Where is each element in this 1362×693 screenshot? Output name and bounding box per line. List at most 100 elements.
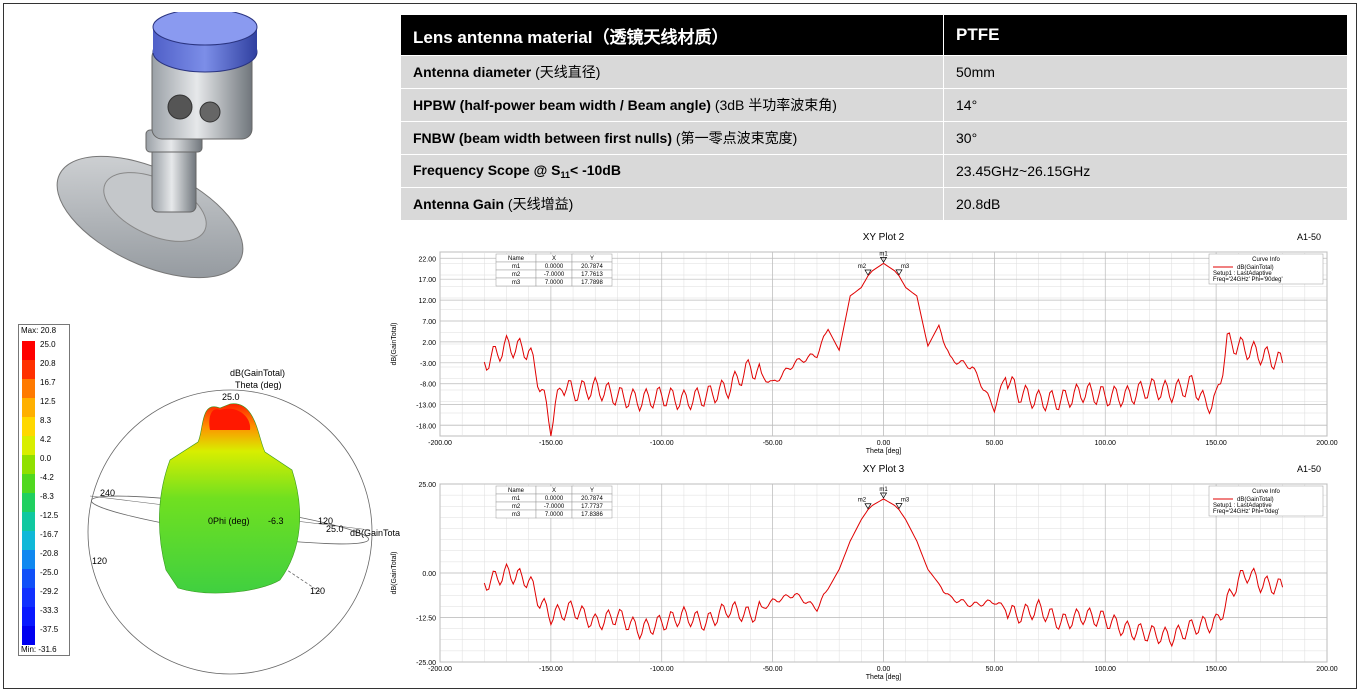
spec-row-label: Antenna Gain	[413, 196, 505, 212]
marker-triangle	[864, 503, 872, 510]
colorbar-swatch	[22, 436, 35, 455]
marker-triangle	[879, 492, 888, 499]
xy-plot-2: XY Plot 2 A1-50 -200.00 -150.00 -100.00 -50.0…	[382, 230, 1346, 464]
x-tick-label: -200.00	[428, 666, 452, 673]
colorbar-tick-label: -12.5	[40, 511, 59, 520]
polar-right-value: 25.0	[326, 524, 344, 534]
table-value: 7.0000	[545, 280, 564, 286]
colorbar-tick-label: -33.3	[40, 606, 59, 615]
table-value: m1	[512, 264, 521, 270]
xy-plot-3: XY Plot 3 A1-50 -200.00 -150.00 -100.00 -50.0…	[382, 462, 1346, 690]
spec-row-label: Frequency Scope @ S11< -10dB	[413, 162, 621, 180]
x-tick-label: -150.00	[539, 666, 563, 673]
y-tick-label: -12.50	[416, 616, 436, 623]
table-value: 17.7898	[581, 280, 603, 286]
x-tick-label: 50.00	[986, 666, 1004, 673]
table-value: 20.7874	[581, 496, 603, 502]
spec-row: HPBW (half-power beam width / Beam angle…	[400, 88, 1348, 122]
table-value: m3	[512, 512, 521, 518]
colorbar-swatch	[22, 379, 35, 398]
x-tick-label: 150.00	[1205, 666, 1227, 673]
y-tick-label: 25.00	[418, 482, 436, 489]
polar-angle-label: 120	[318, 516, 333, 526]
spec-row-value: 23.45GHz~26.15GHz	[943, 154, 1348, 188]
spec-row: Antenna Gain (天线增益) 20.8dB	[400, 187, 1348, 221]
colorbar-swatch	[22, 531, 35, 550]
spec-row-value: 30°	[943, 121, 1348, 155]
y-tick-label: 12.00	[418, 298, 436, 305]
x-tick-label: 0.00	[877, 440, 891, 447]
header-label: Lens antenna material（透镜天线材质）	[400, 14, 944, 56]
colorbar-swatch	[22, 588, 35, 607]
colorbar-tick-label: 0.0	[40, 454, 52, 463]
table-value: m3	[512, 280, 521, 286]
spec-row-label-cn: (3dB 半功率波束角)	[714, 97, 837, 113]
y-tick-label: -18.00	[416, 424, 436, 431]
marker-label: m3	[901, 497, 910, 503]
colorbar-tick-label: 16.7	[40, 378, 56, 387]
table-header: Name	[508, 488, 525, 494]
table-header: Y	[590, 488, 594, 494]
slide-frame	[3, 3, 1357, 689]
colorbar-swatch	[22, 493, 35, 512]
freq-label-pre: Frequency Scope @ S	[413, 162, 561, 178]
colorbar-tick-label: 25.0	[40, 340, 56, 349]
spec-row: Frequency Scope @ S11< -10dB 23.45GHz~26…	[400, 154, 1348, 188]
marker-label: m2	[858, 264, 867, 270]
plot-corner-label: A1-50	[1297, 232, 1321, 242]
spec-row: FNBW (beam width between first nulls) (第…	[400, 121, 1348, 155]
x-axis-label: Theta [deg]	[866, 448, 901, 455]
x-tick-label: 0.00	[877, 666, 891, 673]
colorbar-swatch	[22, 550, 35, 569]
colorbar-tick-label: -29.2	[40, 587, 59, 596]
y-axis-label: dB(GainTotal)	[391, 323, 398, 366]
legend-series: dB(GainTotal)	[1237, 265, 1274, 271]
plot-corner-label: A1-50	[1297, 464, 1321, 474]
colorbar-tick-label: 12.5	[40, 397, 56, 406]
y-tick-label: 17.00	[418, 277, 436, 284]
polar-angle-label: 120	[92, 556, 107, 566]
spec-row: Antenna diameter (天线直径) 50mm	[400, 55, 1348, 89]
table-value: 0.0000	[545, 496, 564, 502]
polar-phi-label: 0Phi (deg)	[208, 516, 250, 526]
y-tick-label: -3.00	[420, 361, 436, 368]
legend-box	[1208, 485, 1324, 517]
y-tick-label: -8.00	[420, 382, 436, 389]
plot-title: XY Plot 3	[863, 464, 905, 475]
colorbar-tick-label: -37.5	[40, 625, 59, 634]
colorbar-tick-label: 20.8	[40, 359, 56, 368]
table-cell	[571, 277, 613, 287]
colorbar-swatch	[22, 512, 35, 531]
x-tick-label: -200.00	[428, 440, 452, 447]
legend-setup: Setup1 : LastAdaptive	[1213, 271, 1272, 277]
legend-freq: Freq='24GHz' Phi='90deg'	[1213, 277, 1283, 283]
polar-3d-pattern: dB(GainTotal) Theta (deg) 25.0 0Phi (deg…	[87, 368, 400, 675]
xy-plot-3-chart: XY Plot 3 A1-50 -200.00 -150.00 -100.00 -50.0…	[391, 464, 1338, 681]
spec-row-value: 14°	[943, 88, 1348, 122]
marker-label: m1	[879, 487, 888, 493]
table-value: m2	[512, 272, 521, 278]
x-tick-label: 100.00	[1095, 666, 1117, 673]
plot-title: XY Plot 2	[863, 232, 905, 243]
xy-plot-2-chart: XY Plot 2 A1-50 -200.00 -150.00 -100.00 -50.0…	[391, 232, 1338, 455]
colorbar-legend: Max: 20.8 Min: -31.6 25.0 20.8 16.7 12.5 8.3…	[18, 324, 70, 656]
x-axis-label: Theta [deg]	[866, 674, 901, 681]
polar-angle-label: 240	[100, 488, 115, 498]
table-value: 0.0000	[545, 264, 564, 270]
spec-row-label-cn: (天线增益)	[507, 196, 574, 212]
polar-right-label: dB(GainTotal)	[350, 528, 400, 538]
colorbar-tick-label: 4.2	[40, 435, 52, 444]
x-tick-label: -150.00	[539, 440, 563, 447]
freq-label-post: < -10dB	[570, 162, 621, 178]
marker-label: m3	[901, 264, 910, 270]
legend-series: dB(GainTotal)	[1237, 497, 1274, 503]
colorbar-swatch	[22, 360, 35, 379]
y-tick-label: -25.00	[416, 660, 436, 667]
polar-title: dB(GainTotal)	[230, 368, 285, 378]
y-tick-label: 22.00	[418, 256, 436, 263]
marker-label: m2	[858, 498, 867, 504]
marker-triangle	[895, 269, 903, 276]
table-value: 7.0000	[545, 512, 564, 518]
table-header: Name	[508, 256, 525, 262]
table-value: m2	[512, 504, 521, 510]
